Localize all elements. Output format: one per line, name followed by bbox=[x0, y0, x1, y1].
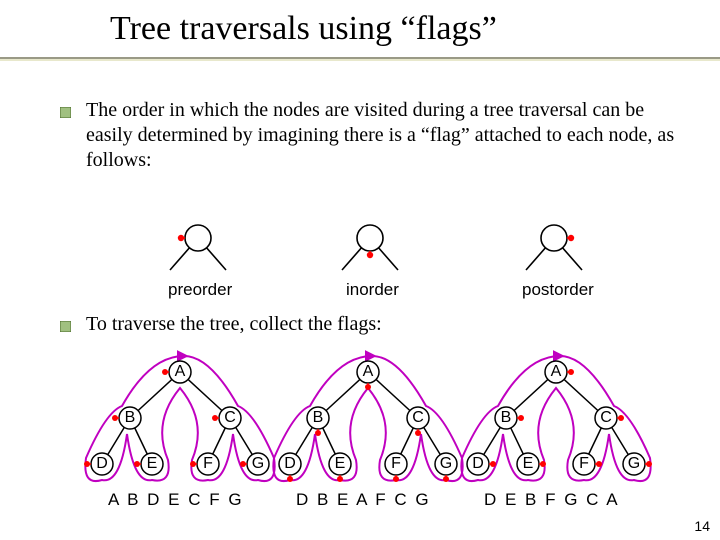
label-inorder: inorder bbox=[346, 280, 399, 300]
tree-node-E: E bbox=[519, 455, 537, 473]
tree-node-G: G bbox=[437, 455, 455, 473]
label-postorder: postorder bbox=[522, 280, 594, 300]
page-number: 14 bbox=[694, 518, 710, 534]
tree-node-D: D bbox=[281, 455, 299, 473]
tree-node-E: E bbox=[143, 455, 161, 473]
tree-node-G: G bbox=[249, 455, 267, 473]
bullet-text-2: To traverse the tree, collect the flags: bbox=[86, 312, 676, 337]
tree-node-B: B bbox=[309, 409, 327, 427]
tree-node-C: C bbox=[597, 409, 615, 427]
tree-node-C: C bbox=[221, 409, 239, 427]
tree-node-B: B bbox=[121, 409, 139, 427]
bullet-text-1: The order in which the nodes are visited… bbox=[86, 98, 676, 173]
result-postorder: D E B F G C A bbox=[484, 490, 620, 510]
result-inorder: D B E A F C G bbox=[296, 490, 431, 510]
tree-node-F: F bbox=[575, 455, 593, 473]
title-rule bbox=[0, 56, 720, 62]
tree-node-A: A bbox=[547, 363, 565, 381]
tree-node-F: F bbox=[199, 455, 217, 473]
tree-node-C: C bbox=[409, 409, 427, 427]
label-preorder: preorder bbox=[168, 280, 232, 300]
tree-node-G: G bbox=[625, 455, 643, 473]
tree-node-D: D bbox=[93, 455, 111, 473]
bullet-icon bbox=[60, 321, 71, 332]
tree-node-D: D bbox=[469, 455, 487, 473]
bullet-icon bbox=[60, 107, 71, 118]
tree-node-B: B bbox=[497, 409, 515, 427]
result-preorder: A B D E C F G bbox=[108, 490, 244, 510]
tree-node-E: E bbox=[331, 455, 349, 473]
page-title: Tree traversals using “flags” bbox=[110, 10, 497, 48]
tree-node-F: F bbox=[387, 455, 405, 473]
tree-node-A: A bbox=[171, 363, 189, 381]
tree-node-A: A bbox=[359, 363, 377, 381]
